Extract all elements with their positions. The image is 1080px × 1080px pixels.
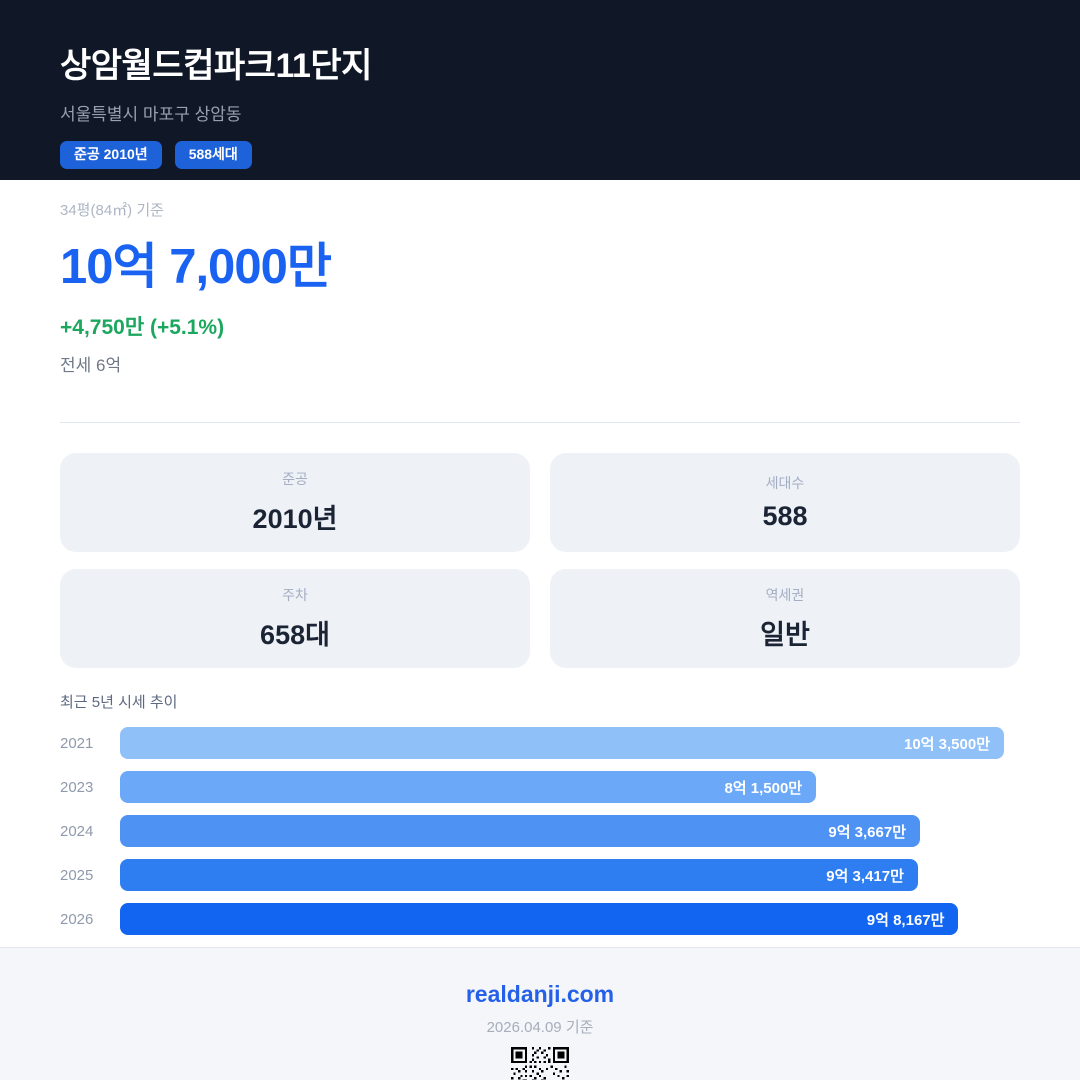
bar-track: 8억 1,500만 [120,771,1004,803]
info-badge: 준공 2010년 [60,141,162,169]
info-badge: 588세대 [174,141,252,169]
main-content: 34평(84㎡) 기준 10억 7,000만 +4,750만 (+5.1%) 전… [0,180,1080,947]
stat-label: 준공 [282,471,308,487]
stat-label: 세대수 [765,475,805,491]
bar-track: 9억 8,167만 [120,903,1004,935]
stat-card: 세대수 588 [550,453,1020,552]
bar-value-label: 8억 1,500만 [724,779,803,797]
price-bar: 8억 1,500만 [120,771,817,803]
chart-row: 2023 8억 1,500만 [60,771,1020,803]
jeonse-price: 전세 6억 [60,356,122,375]
site-link[interactable]: realdanji.com [465,981,615,1007]
header: 상암월드컵파크11단지 서울특별시 마포구 상암동 준공 2010년 588세대 [0,0,1080,180]
chart-row: 2021 10억 3,500만 [60,727,1020,759]
badge-row: 준공 2010년 588세대 [60,141,1020,169]
stat-card: 주차 658대 [60,569,530,668]
complex-title: 상암월드컵파크11단지 [60,47,372,85]
bar-value-label: 9억 8,167만 [866,911,945,929]
current-price: 10억 7,000만 [60,240,332,294]
footer: realdanji.com 2026.04.09 기준 [0,947,1080,1080]
stat-card: 준공 2010년 [60,453,530,552]
stat-label: 역세권 [765,587,805,603]
bar-track: 9억 3,667만 [120,815,1004,847]
year-label: 2026 [60,910,94,928]
stat-value: 588 [762,501,808,531]
chart-title: 최근 5년 시세 추이 [60,694,178,711]
stat-value: 658대 [260,620,330,650]
stat-card: 역세권 일반 [550,569,1020,668]
price-bar: 9억 8,167만 [120,903,959,935]
chart-row: 2026 9억 8,167만 [60,903,1020,935]
complex-address: 서울특별시 마포구 상암동 [60,105,242,124]
price-bar: 9억 3,667만 [120,815,921,847]
bar-track: 10억 3,500만 [120,727,1004,759]
stats-grid: 준공 2010년 세대수 588 주차 658대 역세권 일반 [60,453,1020,668]
year-label: 2025 [60,866,94,884]
year-label: 2023 [60,778,94,796]
price-section: 34평(84㎡) 기준 10억 7,000만 +4,750만 (+5.1%) 전… [60,199,1020,376]
stat-value: 2010년 [252,504,338,534]
section-divider [60,422,1020,423]
price-bar: 10억 3,500만 [120,727,1004,759]
chart-row: 2024 9억 3,667만 [60,815,1020,847]
qr-code [0,1047,1080,1080]
chart-rows: 2021 10억 3,500만 2023 8억 1,500만 2024 9억 3… [60,727,1020,935]
stat-value: 일반 [760,620,810,650]
year-label: 2021 [60,734,94,752]
price-history-chart: 최근 5년 시세 추이 2021 10억 3,500만 2023 8억 1,50… [60,691,1020,935]
price-bar: 9억 3,417만 [120,859,918,891]
price-change: +4,750만 (+5.1%) [60,316,225,339]
data-date: 2026.04.09 기준 [486,1019,594,1036]
chart-row: 2025 9억 3,417만 [60,859,1020,891]
bar-value-label: 9억 3,667만 [828,823,907,841]
year-label: 2024 [60,822,94,840]
bar-value-label: 9억 3,417만 [826,867,904,885]
bar-value-label: 10억 3,500만 [904,735,990,753]
stat-label: 주차 [282,587,308,603]
price-basis: 34평(84㎡) 기준 [60,202,164,219]
bar-track: 9억 3,417만 [120,859,1004,891]
